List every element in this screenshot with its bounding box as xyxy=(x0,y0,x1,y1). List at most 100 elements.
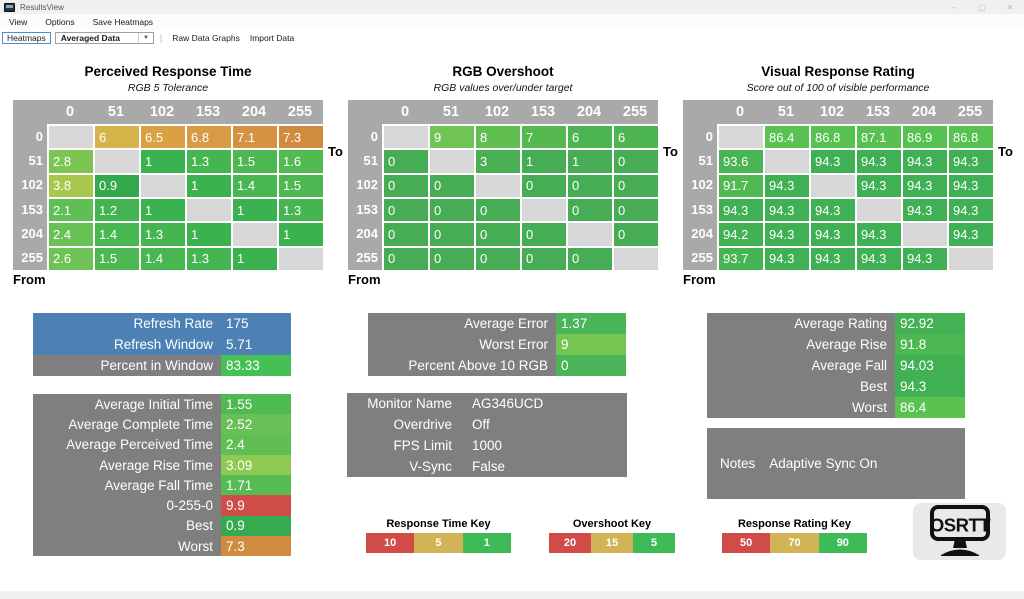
heatmap-cell: 94.3 xyxy=(949,199,993,222)
chevron-down-icon[interactable]: ▼ xyxy=(137,32,153,43)
heatmap-cell: 0 xyxy=(522,247,566,270)
heatmap-cell: 1.3 xyxy=(279,199,323,222)
heatmap-cell: 1 xyxy=(233,247,277,270)
column-header: 153 xyxy=(865,104,891,120)
heatmap-diagonal-cell xyxy=(857,199,901,222)
row-header: 255 xyxy=(21,250,43,266)
menu-bar: View Options Save Heatmaps xyxy=(0,14,1024,30)
heatmap-cell: 0 xyxy=(430,223,474,246)
panel-row-label: Percent Above 10 RGB xyxy=(368,355,556,376)
data-mode-value: Averaged Data xyxy=(60,32,120,43)
heatmap-diagonal-cell xyxy=(903,223,947,246)
overshoot-key: Overshoot Key 20 15 5 xyxy=(549,518,675,553)
panel-row-value: 86.4 xyxy=(895,397,965,418)
panel-row-label: Percent in Window xyxy=(33,355,221,376)
key-segment: 10 xyxy=(366,533,415,553)
panel-row: Average Complete Time 2.52 xyxy=(33,414,291,435)
heatmap-cell: 94.3 xyxy=(765,223,809,246)
heatmap-cell: 1.4 xyxy=(233,174,277,197)
panel-row: Worst 86.4 xyxy=(707,397,965,418)
menu-item-view[interactable]: View xyxy=(9,17,28,27)
heatmap-cell: 0 xyxy=(384,174,428,197)
toolbar: Heatmaps Averaged Data ▼ | Raw Data Grap… xyxy=(0,30,1024,45)
heatmap-cell: 1 xyxy=(522,150,566,173)
panel-row-value: 9.9 xyxy=(221,495,291,516)
heatmap-cell: 0.9 xyxy=(95,174,139,197)
row-header: 204 xyxy=(21,225,43,241)
notes-label: Notes xyxy=(720,456,756,471)
heatmap-cell: 1 xyxy=(233,199,277,222)
column-header: 0 xyxy=(735,104,745,120)
row-header: 153 xyxy=(21,201,43,217)
column-header: 102 xyxy=(484,104,510,120)
panel-row-value: 2.52 xyxy=(221,414,291,435)
column-header: 102 xyxy=(149,104,175,120)
panel-row-value: 9 xyxy=(556,334,626,355)
heatmap-cell: 94.3 xyxy=(719,199,763,222)
panel-row: Monitor Name AG346UCD xyxy=(347,393,627,414)
panel-row: Best 0.9 xyxy=(33,515,291,537)
menu-item-save-heatmaps[interactable]: Save Heatmaps xyxy=(92,17,154,27)
heatmap-cell: 0 xyxy=(614,199,658,222)
panel-row-value: 0.9 xyxy=(221,515,291,537)
heatmap-cell: 1.3 xyxy=(141,223,185,246)
heatmap-cell: 9 xyxy=(430,126,474,149)
close-button[interactable]: ✕ xyxy=(1006,2,1014,12)
row-header: 51 xyxy=(28,152,43,168)
title-bar: ResultsView – ▢ ✕ xyxy=(0,0,1024,14)
heatmap-cell: 3 xyxy=(476,150,520,173)
heatmap-cell: 0 xyxy=(430,247,474,270)
heatmap-cell: 94.2 xyxy=(719,223,763,246)
panel-row-value: 5.71 xyxy=(221,334,291,355)
heatmap-diagonal-cell xyxy=(765,150,809,173)
import-data-button[interactable]: Import Data xyxy=(249,32,295,43)
heatmap-cell: 94.3 xyxy=(765,247,809,270)
heatmap-title: Perceived Response Time xyxy=(84,64,252,79)
response-time-summary-panel: Average Initial Time 1.55 Average Complete… xyxy=(33,394,291,557)
panel-row-label: Worst xyxy=(33,536,221,557)
heatmap-cell: 1.4 xyxy=(95,223,139,246)
minimize-button[interactable]: – xyxy=(951,2,957,12)
window-bottom-edge xyxy=(0,591,1024,599)
heatmap-cell: 7 xyxy=(522,126,566,149)
panel-row-value: 0 xyxy=(556,355,626,376)
panel-row-label: Overdrive xyxy=(347,414,460,435)
panel-row-label: Average Initial Time xyxy=(33,394,221,415)
heatmap-cell: 94.3 xyxy=(811,150,855,173)
panel-row-value: 175 xyxy=(221,313,291,334)
heatmap-diagonal-cell xyxy=(430,150,474,173)
key-segment: 5 xyxy=(414,533,463,553)
panel-row: Average Fall 94.03 xyxy=(707,355,965,376)
heatmap-cell: 2.6 xyxy=(49,247,93,270)
key-segment: 70 xyxy=(770,533,819,553)
panel-row: Best 94.3 xyxy=(707,376,965,397)
heatmap-cell: 86.8 xyxy=(811,126,855,149)
heatmap-diagonal-cell xyxy=(568,223,612,246)
heatmap-cell: 0 xyxy=(522,223,566,246)
heatmap-cell: 8 xyxy=(476,126,520,149)
panel-row-label: Average Error xyxy=(368,313,556,334)
maximize-button[interactable]: ▢ xyxy=(978,2,986,12)
heatmap-cell: 0 xyxy=(568,174,612,197)
panel-row: FPS Limit 1000 xyxy=(347,435,627,456)
data-mode-select[interactable]: Averaged Data ▼ xyxy=(54,31,154,44)
heatmaps-tab[interactable]: Heatmaps xyxy=(2,31,51,44)
menu-item-options[interactable]: Options xyxy=(45,17,75,27)
from-axis-label: From xyxy=(348,272,381,287)
panel-row: Refresh Rate 175 xyxy=(33,313,291,334)
key-segment: 1 xyxy=(462,533,511,553)
response-rating-key: Response Rating Key 50 70 90 xyxy=(722,518,867,553)
heatmap-cell: 0 xyxy=(384,223,428,246)
raw-data-graphs-button[interactable]: Raw Data Graphs xyxy=(172,32,240,43)
panel-row-value: Off xyxy=(460,414,627,435)
heatmap-perceived-response-time: Perceived Response Time RGB 5 Tolerance … xyxy=(13,64,343,287)
column-header: 102 xyxy=(819,104,845,120)
heatmap-cell: 0 xyxy=(384,247,428,270)
app-icon xyxy=(4,2,15,12)
heatmap-title: RGB Overshoot xyxy=(452,64,554,79)
panel-row: Average Rating 92.92 xyxy=(707,313,965,334)
toolbar-separator: | xyxy=(159,32,163,43)
heatmap-cell: 6.5 xyxy=(141,126,185,149)
